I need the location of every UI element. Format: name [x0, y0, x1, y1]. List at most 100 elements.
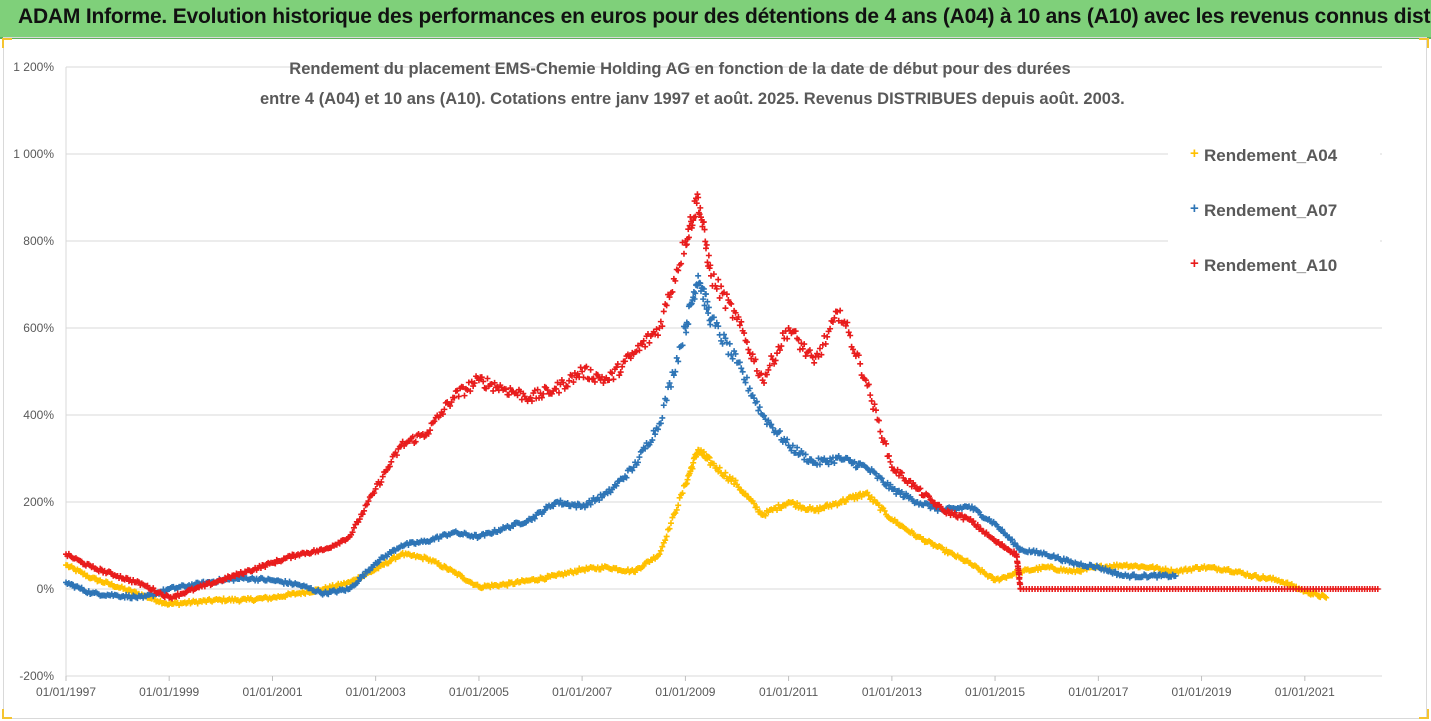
series-marker-rendement_a07 [878, 475, 885, 482]
resize-handle-bottom-left[interactable] [2, 709, 12, 719]
series-marker-rendement_a07 [827, 455, 834, 462]
series-marker-rendement_a04 [854, 495, 861, 502]
series-marker-rendement_a10 [633, 348, 640, 355]
x-tick-label: 01/01/2021 [1275, 685, 1335, 699]
series-marker-rendement_a10 [566, 377, 573, 384]
series-marker-rendement_a10 [715, 276, 722, 283]
series-marker-rendement_a07 [722, 335, 729, 342]
x-tick-label: 01/01/2009 [655, 685, 715, 699]
resize-handle-top-left[interactable] [2, 38, 12, 48]
legend-marker-a07: + [1190, 200, 1199, 217]
series-marker-rendement_a07 [657, 420, 664, 427]
series-marker-rendement_a07 [749, 392, 756, 399]
series-marker-rendement_a10 [821, 332, 828, 339]
series-marker-rendement_a10 [568, 372, 575, 379]
resize-handle-bottom-right[interactable] [1419, 709, 1429, 719]
series-marker-rendement_a10 [752, 356, 759, 363]
series-marker-rendement_a04 [632, 569, 639, 576]
series-marker-rendement_a10 [465, 379, 472, 386]
series-marker-rendement_a10 [685, 226, 692, 233]
y-tick-label: 200% [23, 495, 54, 509]
series-marker-rendement_a10 [388, 458, 395, 465]
series-marker-rendement_a10 [850, 346, 857, 353]
series-marker-rendement_a10 [663, 302, 670, 309]
series-marker-rendement_a10 [657, 318, 664, 325]
series-marker-rendement_a07 [1014, 543, 1021, 550]
legend-marker-a10: + [1190, 255, 1199, 272]
series-marker-rendement_a10 [359, 511, 366, 518]
series-marker-rendement_a10 [710, 271, 717, 278]
series-marker-rendement_a10 [842, 322, 849, 329]
series-marker-rendement_a10 [675, 267, 682, 274]
series-marker-rendement_a10 [583, 363, 590, 370]
series-marker-rendement_a07 [756, 404, 763, 411]
series-marker-rendement_a10 [488, 381, 495, 388]
data-point-rendement_a07 [1172, 572, 1179, 579]
chart-legend: + Rendement_A04 + Rendement_A07 + Rendem… [1168, 126, 1380, 298]
series-marker-rendement_a07 [531, 515, 538, 522]
series-marker-rendement_a07 [847, 456, 854, 463]
series-marker-rendement_a10 [361, 507, 368, 514]
series-marker-rendement_a10 [478, 374, 485, 381]
chart-area [3, 37, 1427, 719]
series-marker-rendement_a04 [435, 560, 442, 567]
series-marker-rendement_a10 [753, 367, 760, 374]
series-marker-rendement_a10 [514, 392, 521, 399]
data-point-rendement_a10 [553, 385, 560, 392]
series-marker-rendement_a10 [363, 501, 370, 508]
series-marker-rendement_a10 [716, 294, 723, 301]
data-point-rendement_a07 [695, 272, 702, 279]
series-marker-rendement_a10 [570, 379, 577, 386]
series-marker-rendement_a10 [591, 378, 598, 385]
series-marker-rendement_a07 [715, 323, 722, 330]
series-marker-rendement_a10 [877, 428, 884, 435]
series-marker-rendement_a07 [729, 355, 736, 362]
series-marker-rendement_a10 [365, 498, 372, 505]
series-marker-rendement_a10 [544, 387, 551, 394]
series-marker-rendement_a10 [883, 440, 890, 447]
series-marker-rendement_a10 [784, 335, 791, 342]
series-marker-rendement_a07 [663, 397, 670, 404]
series-marker-rendement_a10 [743, 339, 750, 346]
series-marker-rendement_a07 [679, 342, 686, 349]
series-marker-rendement_a07 [723, 339, 730, 346]
header-banner: ADAM Informe. Evolution historique des p… [0, 0, 1431, 39]
resize-handle-top-right[interactable] [1419, 38, 1429, 48]
series-marker-rendement_a10 [455, 393, 462, 400]
series-marker-rendement_a10 [600, 380, 607, 387]
series-marker-rendement_a07 [587, 501, 594, 508]
series-marker-rendement_a07 [557, 497, 564, 504]
y-tick-label: 600% [23, 321, 54, 335]
series-marker-rendement_a04 [716, 464, 723, 471]
series-marker-rendement_a07 [743, 374, 750, 381]
series-marker-rendement_a10 [173, 593, 180, 600]
series-marker-rendement_a10 [349, 529, 356, 536]
series-marker-rendement_a04 [666, 525, 673, 532]
series-marker-rendement_a07 [721, 331, 727, 338]
series-marker-rendement_a10 [778, 343, 785, 350]
series-marker-rendement_a04 [751, 500, 758, 507]
series-marker-rendement_a10 [659, 323, 666, 330]
series-marker-rendement_a10 [868, 397, 875, 404]
series-marker-rendement_a04 [679, 490, 686, 497]
series-marker-rendement_a10 [580, 374, 587, 381]
legend-label-a04: Rendement_A04 [1204, 146, 1338, 165]
x-tick-label: 01/01/2001 [242, 685, 302, 699]
series-marker-rendement_a07 [636, 454, 643, 461]
series-marker-rendement_a04 [706, 454, 713, 461]
series-marker-rendement_a10 [703, 241, 710, 248]
series-marker-rendement_a10 [574, 370, 581, 377]
series-marker-rendement_a04 [1078, 568, 1085, 575]
series-marker-rendement_a10 [431, 418, 438, 425]
series-marker-rendement_a10 [705, 252, 712, 259]
y-tick-label: 400% [23, 408, 54, 422]
series-marker-rendement_a10 [471, 380, 478, 387]
series-marker-rendement_a07 [769, 424, 776, 431]
series-marker-rendement_a07 [742, 379, 749, 386]
series-marker-rendement_a10 [776, 347, 783, 354]
legend-item-a07: + Rendement_A07 [1190, 200, 1337, 221]
series-marker-rendement_a10 [678, 260, 685, 267]
series-marker-rendement_a10 [729, 314, 736, 321]
series-marker-rendement_a07 [510, 523, 517, 530]
series-marker-rendement_a07 [634, 459, 641, 466]
